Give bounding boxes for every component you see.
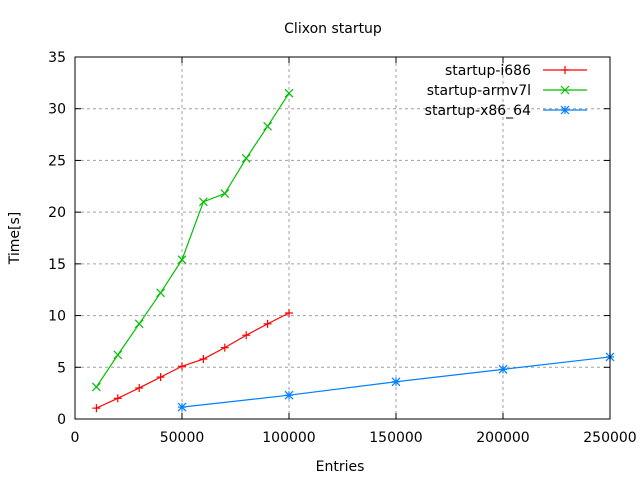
series-startup-armv7l xyxy=(91,88,294,392)
series-line xyxy=(96,312,290,409)
series-line xyxy=(95,92,290,388)
plus-marker xyxy=(92,404,101,413)
plus-marker xyxy=(242,331,251,340)
marker-stroke xyxy=(91,382,101,392)
x-tick-label: 100000 xyxy=(262,430,315,446)
plus-marker xyxy=(561,66,569,74)
plus-marker xyxy=(285,308,293,317)
marker-stroke xyxy=(198,197,208,207)
marker-stroke xyxy=(284,390,294,400)
y-axis-label: Time[s] xyxy=(7,212,23,265)
marker-stroke xyxy=(241,153,251,163)
star-marker xyxy=(391,377,401,387)
star-marker xyxy=(177,402,187,412)
plus-marker xyxy=(263,319,272,328)
plot-border xyxy=(74,56,611,420)
star-marker xyxy=(284,390,294,400)
y-tick-label: 35 xyxy=(48,50,66,66)
marker-stroke xyxy=(560,85,570,95)
x-tick-label: 250000 xyxy=(583,430,636,446)
y-tick-label: 5 xyxy=(57,360,66,376)
marker-stroke xyxy=(156,288,166,298)
cross-marker xyxy=(263,121,273,131)
star-marker xyxy=(498,364,508,374)
cross-marker xyxy=(560,85,570,95)
marker-stroke xyxy=(498,364,508,374)
marker-stroke xyxy=(391,377,401,387)
x-axis-label: Entries xyxy=(316,459,365,475)
chart-title: Clixon startup xyxy=(284,21,382,37)
cross-marker xyxy=(156,288,166,298)
y-tick-label: 30 xyxy=(48,102,66,118)
legend-label: startup-armv7l xyxy=(427,83,531,99)
series-group xyxy=(91,88,615,413)
legend-label: startup-x86_64 xyxy=(425,103,531,119)
marker-stroke xyxy=(220,189,230,198)
x-tick-label: 0 xyxy=(71,430,80,446)
x-tick-label: 200000 xyxy=(476,430,529,446)
star-marker xyxy=(560,105,570,115)
cross-marker xyxy=(177,255,187,265)
ticks: 0 50000 100000 150000 200000 250000 0 5 10 15 20 25… xyxy=(48,50,637,446)
marker-stroke xyxy=(284,88,294,98)
marker-stroke xyxy=(177,402,187,412)
cross-marker xyxy=(198,197,208,207)
plus-marker xyxy=(156,373,165,382)
series-startup-x86_64 xyxy=(177,352,615,412)
cross-marker xyxy=(134,319,144,329)
legend: startup-i686 startup-armv7l startup-x86_64 xyxy=(425,63,587,119)
x-tick-label: 50000 xyxy=(160,430,205,446)
plus-marker xyxy=(178,362,186,371)
plus-marker xyxy=(220,343,229,352)
y-tick-label: 15 xyxy=(48,257,66,273)
cross-marker xyxy=(113,350,123,360)
y-tick-label: 25 xyxy=(48,153,66,169)
x-tick-label: 150000 xyxy=(369,430,422,446)
marker-stroke xyxy=(177,255,187,265)
series-startup-i686 xyxy=(92,308,293,413)
marker-stroke xyxy=(134,319,144,329)
marker-stroke xyxy=(560,105,570,115)
plus-marker xyxy=(113,394,122,403)
marker-stroke xyxy=(263,121,273,131)
legend-label: startup-i686 xyxy=(445,63,531,79)
y-tick-label: 20 xyxy=(48,205,66,221)
plus-marker xyxy=(135,383,144,392)
marker-stroke xyxy=(113,350,123,360)
cross-marker xyxy=(220,189,230,198)
cross-marker xyxy=(91,382,101,392)
cross-marker xyxy=(284,88,294,98)
y-tick-label: 0 xyxy=(57,412,66,428)
plus-marker xyxy=(199,355,208,364)
cross-marker xyxy=(241,153,251,163)
y-tick-label: 10 xyxy=(48,309,66,325)
